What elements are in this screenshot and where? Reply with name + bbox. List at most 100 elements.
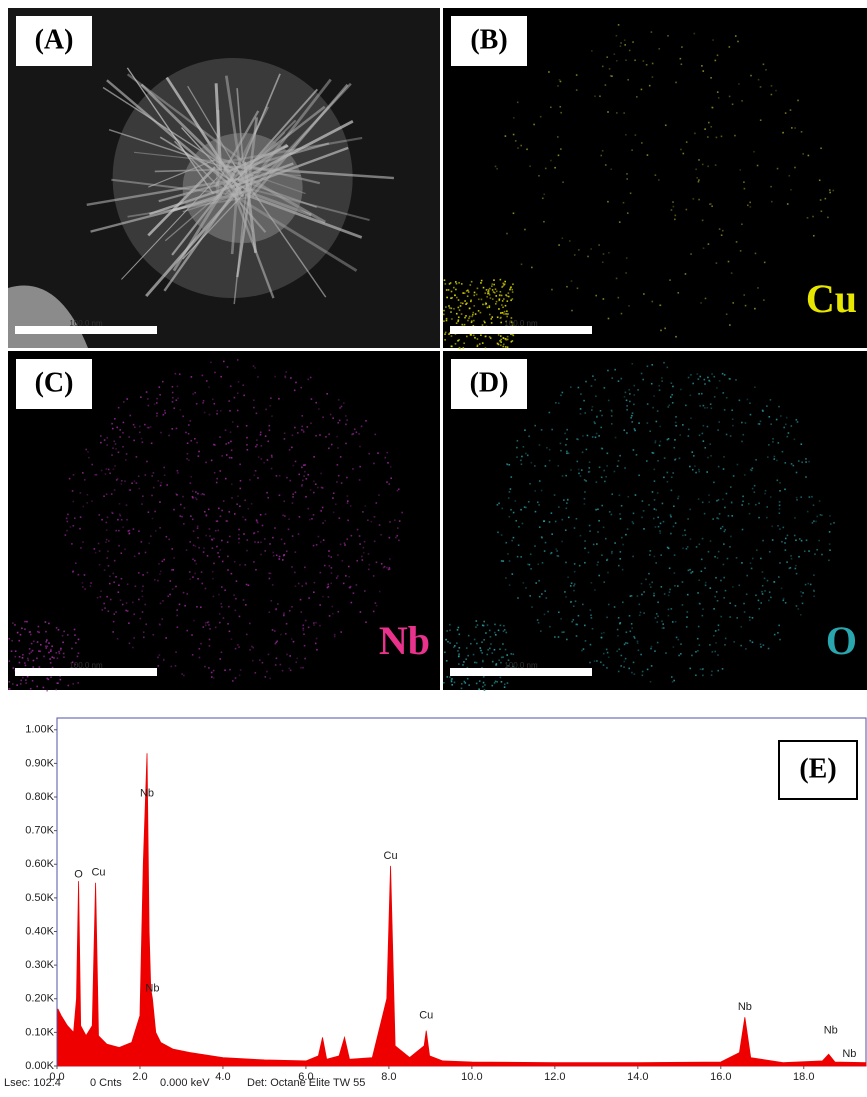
corner-signal <box>506 310 508 312</box>
signal-dot <box>329 615 331 617</box>
signal-dot <box>166 536 168 538</box>
signal-dot <box>374 434 376 436</box>
signal-dot <box>688 435 690 437</box>
signal-dot <box>196 442 198 444</box>
signal-dot <box>156 415 158 417</box>
signal-dot <box>231 497 233 499</box>
signal-dot <box>118 451 120 453</box>
signal-dot <box>618 671 620 673</box>
signal-dot <box>606 667 608 669</box>
signal-dot <box>73 525 75 527</box>
signal-dot <box>163 559 165 561</box>
signal-dot <box>618 648 620 650</box>
signal-dot <box>718 466 720 468</box>
signal-dot <box>657 642 659 644</box>
signal-dot <box>584 412 586 414</box>
y-tick-label: 0.50K <box>25 892 54 904</box>
signal-dot <box>668 615 670 617</box>
signal-dot <box>802 153 804 155</box>
signal-dot <box>779 501 781 503</box>
signal-dot <box>605 84 607 86</box>
signal-dot <box>253 407 255 409</box>
signal-dot <box>298 474 300 476</box>
signal-dot <box>698 378 700 380</box>
signal-dot <box>219 436 221 438</box>
corner-signal <box>56 652 58 654</box>
corner-signal <box>455 281 457 283</box>
signal-dot <box>295 461 297 463</box>
signal-dot <box>671 676 673 678</box>
signal-dot <box>654 556 656 558</box>
signal-dot <box>249 623 251 625</box>
corner-signal <box>502 643 504 645</box>
signal-dot <box>82 472 84 474</box>
signal-dot <box>634 428 636 430</box>
signal-dot <box>320 510 322 512</box>
signal-dot <box>276 554 278 556</box>
signal-dot <box>635 134 637 136</box>
signal-dot <box>273 555 275 557</box>
signal-dot <box>627 642 629 644</box>
corner-signal <box>59 653 61 655</box>
corner-signal <box>37 631 39 633</box>
signal-dot <box>523 446 525 448</box>
signal-dot <box>90 582 92 584</box>
signal-dot <box>723 564 725 566</box>
signal-dot <box>253 399 255 401</box>
signal-dot <box>107 517 109 519</box>
signal-dot <box>820 147 822 149</box>
signal-dot <box>211 672 213 674</box>
signal-dot <box>133 637 135 639</box>
signal-dot <box>316 638 318 640</box>
signal-dot <box>211 676 213 678</box>
signal-dot <box>175 586 177 588</box>
signal-dot <box>605 164 607 166</box>
panel: Cu(B)100.0 nm <box>443 8 867 349</box>
signal-dot <box>75 562 77 564</box>
corner-signal <box>458 282 460 284</box>
signal-dot <box>517 102 519 104</box>
signal-dot <box>566 502 568 504</box>
corner-signal <box>466 302 468 304</box>
corner-signal <box>493 279 495 281</box>
signal-dot <box>208 509 210 511</box>
signal-dot <box>292 535 294 537</box>
signal-dot <box>787 436 789 438</box>
signal-dot <box>721 234 723 236</box>
signal-dot <box>754 485 756 487</box>
signal-dot <box>341 482 343 484</box>
signal-dot <box>731 502 733 504</box>
signal-dot <box>87 451 89 453</box>
x-tick-label: 4.0 <box>215 1071 230 1083</box>
signal-dot <box>710 403 712 405</box>
signal-dot <box>671 394 673 396</box>
signal-dot <box>833 522 835 524</box>
signal-dot <box>565 596 567 598</box>
signal-dot <box>544 614 546 616</box>
signal-dot <box>814 553 816 555</box>
signal-dot <box>262 525 264 527</box>
signal-dot <box>340 631 342 633</box>
signal-dot <box>246 634 248 636</box>
signal-dot <box>138 599 140 601</box>
signal-dot <box>106 557 108 559</box>
signal-dot <box>790 567 792 569</box>
signal-dot <box>631 672 633 674</box>
signal-dot <box>269 678 271 680</box>
signal-dot <box>628 389 630 391</box>
signal-dot <box>724 507 726 509</box>
signal-dot <box>88 457 90 459</box>
corner-signal <box>456 297 458 299</box>
signal-dot <box>164 474 166 476</box>
corner-signal <box>465 658 467 660</box>
signal-dot <box>662 503 664 505</box>
signal-dot <box>753 151 755 153</box>
signal-dot <box>708 501 710 503</box>
peak-label: Cu <box>419 1009 433 1021</box>
signal-dot <box>779 639 781 641</box>
signal-dot <box>586 449 588 451</box>
signal-dot <box>115 576 117 578</box>
signal-dot <box>785 424 787 426</box>
signal-dot <box>288 518 290 520</box>
